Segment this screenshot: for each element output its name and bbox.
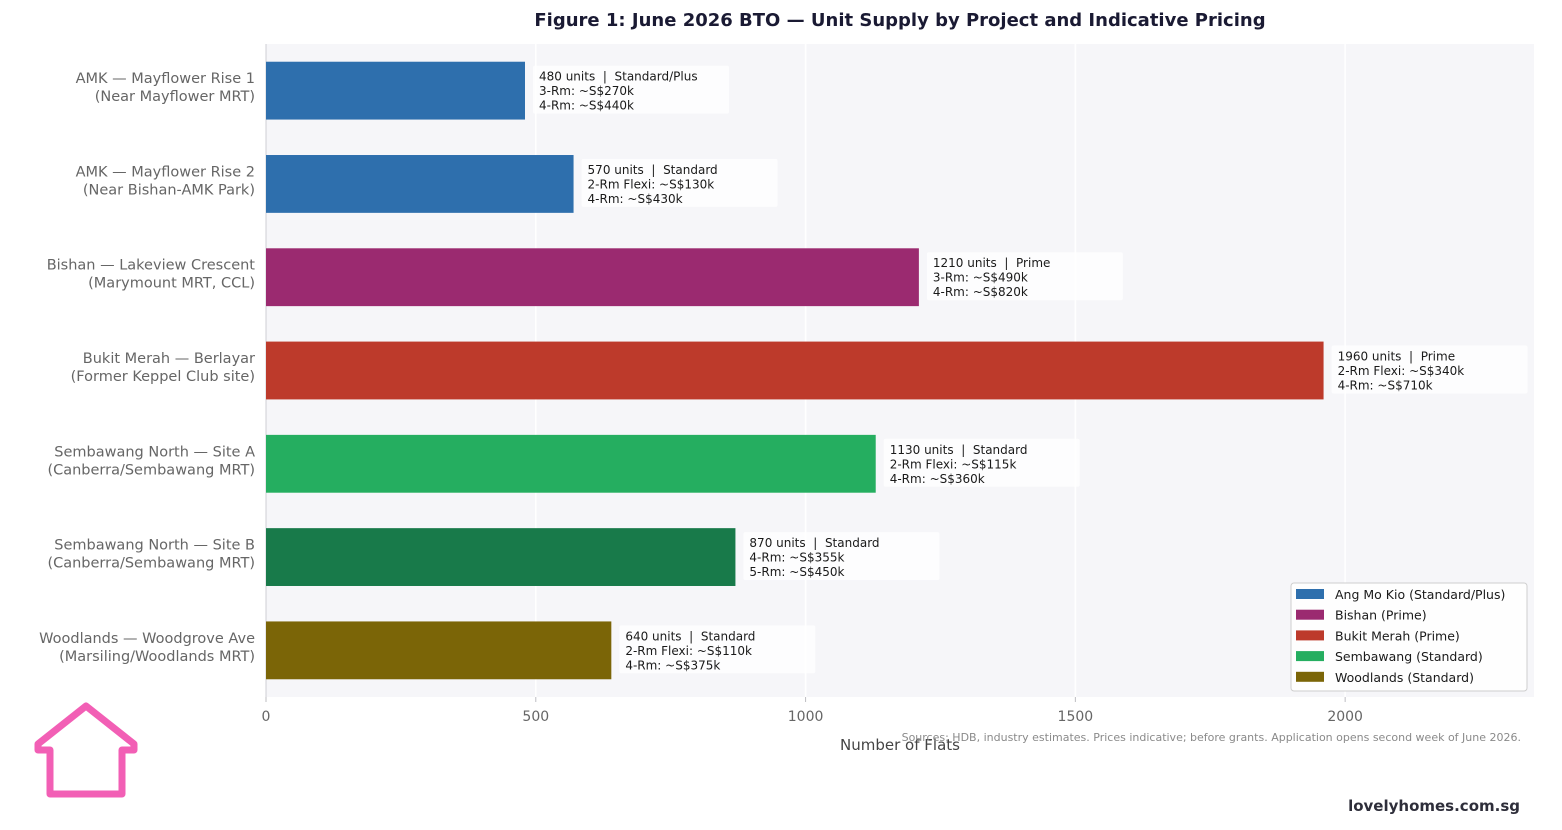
x-tick-label: 1500 [1058,709,1094,725]
brand-site[interactable]: lovelyhomes.com.sg [1348,797,1520,815]
legend-swatch [1296,609,1324,620]
bar [266,621,612,680]
bar [266,155,574,213]
x-tick-labels: 0 500 1000 1500 2000 [262,697,1363,725]
data-label: 870 units | Standard 4-Rm: ~S$355k 5-Rm: ~… [743,532,940,581]
legend-entry: Woodlands (Standard) [1296,670,1474,685]
x-tick-label: 1000 [788,709,824,725]
data-label: 1960 units | Prime 2-Rm Flexi: ~S$340k 4-R… [1331,345,1528,394]
y-tick-label: Bukit Merah — Berlayar (Former Keppel Clu… [71,351,255,385]
data-label: 640 units | Standard 2-Rm Flexi: ~S$110k 4… [619,625,816,674]
legend-entry: Bukit Merah (Prime) [1296,628,1460,643]
legend-label: Ang Mo Kio (Standard/Plus) [1335,587,1505,602]
legend-entry: Bishan (Prime) [1296,608,1427,623]
y-tick-label: AMK — Mayflower Rise 2 (Near Bishan-AMK P… [76,164,255,198]
legend-label: Bukit Merah (Prime) [1335,628,1460,643]
bars [266,61,1324,680]
legend: Ang Mo Kio (Standard/Plus) Bishan (Prime)… [1290,582,1528,692]
bar [266,434,876,493]
y-tick-labels: AMK — Mayflower Rise 1 (Near Mayflower MR… [39,71,255,665]
bar [266,341,1324,400]
x-tick-label: 500 [522,709,549,725]
x-tick-label: 2000 [1327,709,1363,725]
legend-swatch [1296,589,1324,599]
legend-label: Woodlands (Standard) [1335,670,1474,685]
source-note: Sources: HDB, industry estimates. Prices… [902,731,1521,744]
data-label: 570 units | Standard 2-Rm Flexi: ~S$130k 4… [581,158,778,207]
data-label: 1210 units | Prime 3-Rm: ~S$490k 4-Rm: ~S$… [926,252,1123,301]
legend-swatch [1296,651,1324,662]
legend-label: Sembawang (Standard) [1335,649,1483,664]
legend-box [1290,582,1528,692]
y-tick-label: AMK — Mayflower Rise 1 (Near Mayflower MR… [76,71,255,105]
x-tick-label: 0 [262,709,271,725]
legend-swatch [1296,671,1324,682]
legend-label: Bishan (Prime) [1335,608,1427,623]
chart-title: Figure 1: June 2026 BTO — Unit Supply by… [534,10,1265,31]
y-tick-label: Sembawang North — Site B (Canberra/Sembaw… [47,538,255,572]
y-tick-label: Bishan — Lakeview Crescent (Marymount MRT… [47,258,256,292]
bar [266,248,919,307]
bar-annotations: 480 units | Standard/Plus 3-Rm: ~S$270k 4-… [532,65,1528,674]
x-axis-label: Number of Flats [840,736,960,754]
bar [266,61,525,120]
legend-entry: Sembawang (Standard) [1296,649,1483,664]
data-label: 1130 units | Standard 2-Rm Flexi: ~S$115k… [883,438,1080,487]
y-tick-label: Woodlands — Woodgrove Ave (Marsiling/Wood… [39,631,255,665]
data-label: 480 units | Standard/Plus 3-Rm: ~S$270k 4-… [532,65,729,114]
bar [266,528,736,586]
house-outline-icon [34,702,138,798]
y-tick-label: Sembawang North — Site A (Canberra/Sembaw… [47,444,255,478]
legend-entry: Ang Mo Kio (Standard/Plus) [1296,587,1505,602]
legend-swatch [1296,630,1324,641]
